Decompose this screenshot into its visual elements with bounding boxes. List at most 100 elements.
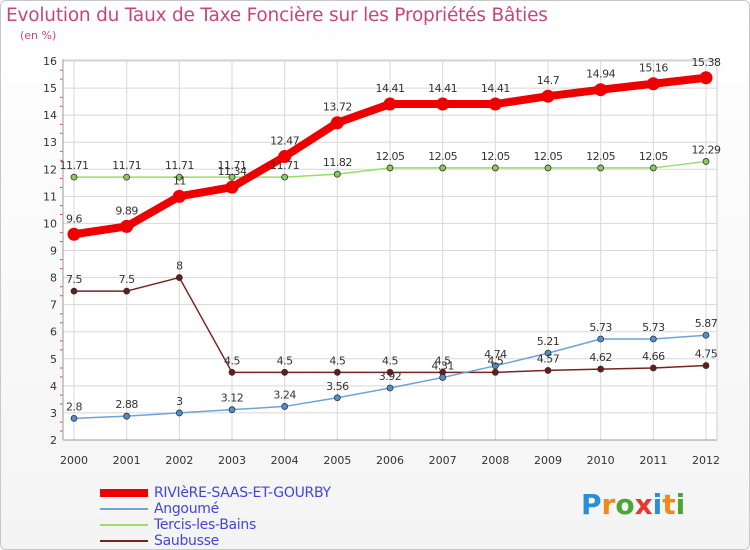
data-label: 4.5 [329, 354, 345, 367]
data-label: 4.74 [484, 348, 507, 361]
data-label: 11.71 [60, 159, 89, 172]
data-point [491, 362, 499, 370]
data-point [281, 173, 289, 181]
y-tick-label: 8 [50, 272, 57, 285]
data-point [386, 368, 394, 376]
data-point [597, 164, 605, 172]
data-point [386, 164, 394, 172]
legend-swatch [100, 540, 148, 542]
x-tick-label: 2007 [429, 454, 457, 467]
data-point [228, 406, 236, 414]
data-label: 9.6 [66, 212, 82, 225]
data-label: 4.62 [589, 351, 612, 364]
data-point [439, 374, 447, 381]
data-point [123, 173, 131, 181]
data-label: 5.87 [695, 317, 718, 330]
data-point [123, 287, 131, 295]
data-label: 2.88 [115, 398, 138, 411]
x-tick-label: 2001 [113, 454, 141, 467]
chart-title: Evolution du Taux de Taxe Foncière sur l… [6, 5, 548, 26]
data-label: 11.71 [218, 159, 247, 172]
legend-swatch [100, 489, 148, 497]
data-label: 9.89 [115, 204, 138, 217]
data-label: 4.5 [487, 354, 503, 367]
y-tick-label: 5 [50, 353, 57, 366]
legend-item: Tercis-les-Bains [100, 517, 400, 533]
data-label: 12.05 [586, 150, 615, 163]
data-point [175, 173, 183, 181]
data-label: 14.7 [537, 74, 560, 87]
data-label: 5.21 [537, 335, 560, 348]
data-label: 5.73 [642, 321, 665, 334]
data-label: 15.38 [692, 56, 721, 69]
data-point [544, 349, 552, 357]
x-tick-label: 2003 [218, 454, 246, 467]
x-tick-label: 2002 [165, 454, 193, 467]
data-label: 11.71 [165, 159, 194, 172]
data-label: 13.72 [323, 101, 352, 114]
data-point [330, 116, 344, 130]
data-label: 7.5 [119, 273, 135, 286]
data-label: 4.5 [224, 354, 240, 367]
data-point [544, 367, 552, 374]
data-label: 11 [173, 174, 186, 187]
y-tick-label: 3 [50, 407, 57, 420]
y-tick-label: 7 [50, 299, 57, 312]
data-label: 4.75 [695, 348, 718, 361]
data-label: 8 [176, 260, 183, 273]
data-point [281, 368, 289, 376]
y-tick-label: 9 [50, 245, 57, 258]
data-label: 4.5 [435, 354, 451, 367]
logo-letter: r [601, 488, 616, 521]
data-label: 14.94 [586, 68, 615, 81]
data-label: 14.41 [428, 82, 457, 95]
legend-item: Saubusse [100, 533, 400, 549]
data-point [333, 170, 341, 178]
data-point [175, 274, 183, 281]
data-point [120, 219, 134, 233]
legend-item: RIVIèRE-SAAS-ET-GOURBY [100, 485, 400, 501]
logo-letter: t [662, 488, 676, 521]
data-label: 4.5 [382, 354, 398, 367]
y-tick-label: 16 [43, 55, 57, 68]
y-tick-label: 4 [50, 380, 57, 393]
proxiti-logo: Proxiti [581, 488, 685, 521]
x-tick-label: 2011 [639, 454, 667, 467]
data-point [67, 227, 81, 241]
data-label: 14.41 [481, 82, 510, 95]
legend-swatch [100, 508, 148, 510]
data-label: 12.29 [692, 143, 721, 156]
x-tick-label: 2008 [481, 454, 509, 467]
data-label: 2.8 [66, 400, 82, 413]
y-tick-label: 10 [43, 217, 57, 230]
data-point [175, 409, 183, 417]
legend-swatch [100, 524, 148, 526]
x-tick-label: 2004 [271, 454, 299, 467]
data-point [172, 189, 186, 203]
y-tick-label: 11 [43, 190, 57, 203]
data-point [439, 164, 447, 172]
data-point [70, 287, 78, 295]
data-label: 3.24 [273, 388, 296, 401]
data-label: 4.57 [537, 352, 560, 365]
x-tick-label: 2006 [376, 454, 404, 467]
data-point [594, 83, 608, 97]
y-tick-label: 2 [50, 434, 57, 447]
x-tick-label: 2009 [534, 454, 562, 467]
legend-label: Angoumé [154, 501, 219, 517]
data-label: 11.71 [112, 159, 141, 172]
data-point [228, 173, 236, 181]
data-label: 12.05 [428, 150, 457, 163]
data-label: 12.05 [376, 150, 405, 163]
x-tick-label: 2012 [692, 454, 720, 467]
data-label: 12.05 [639, 150, 668, 163]
data-point [544, 164, 552, 172]
data-point [491, 164, 499, 172]
data-point [281, 403, 289, 410]
data-point [278, 150, 292, 164]
logo-letter: i [675, 488, 686, 521]
data-label: 11.34 [218, 165, 247, 178]
data-point [597, 335, 605, 343]
logo-letter: o [615, 488, 635, 521]
